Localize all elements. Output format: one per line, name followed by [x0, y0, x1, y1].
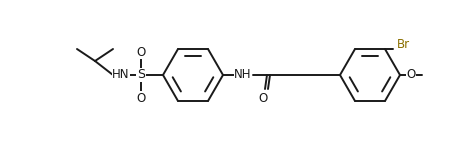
Text: O: O: [258, 93, 268, 105]
Text: O: O: [136, 91, 146, 104]
Text: S: S: [137, 69, 145, 82]
Text: O: O: [406, 69, 416, 82]
Text: Br: Br: [396, 38, 410, 51]
Text: NH: NH: [234, 69, 252, 82]
Text: HN: HN: [112, 69, 130, 82]
Text: O: O: [136, 45, 146, 59]
